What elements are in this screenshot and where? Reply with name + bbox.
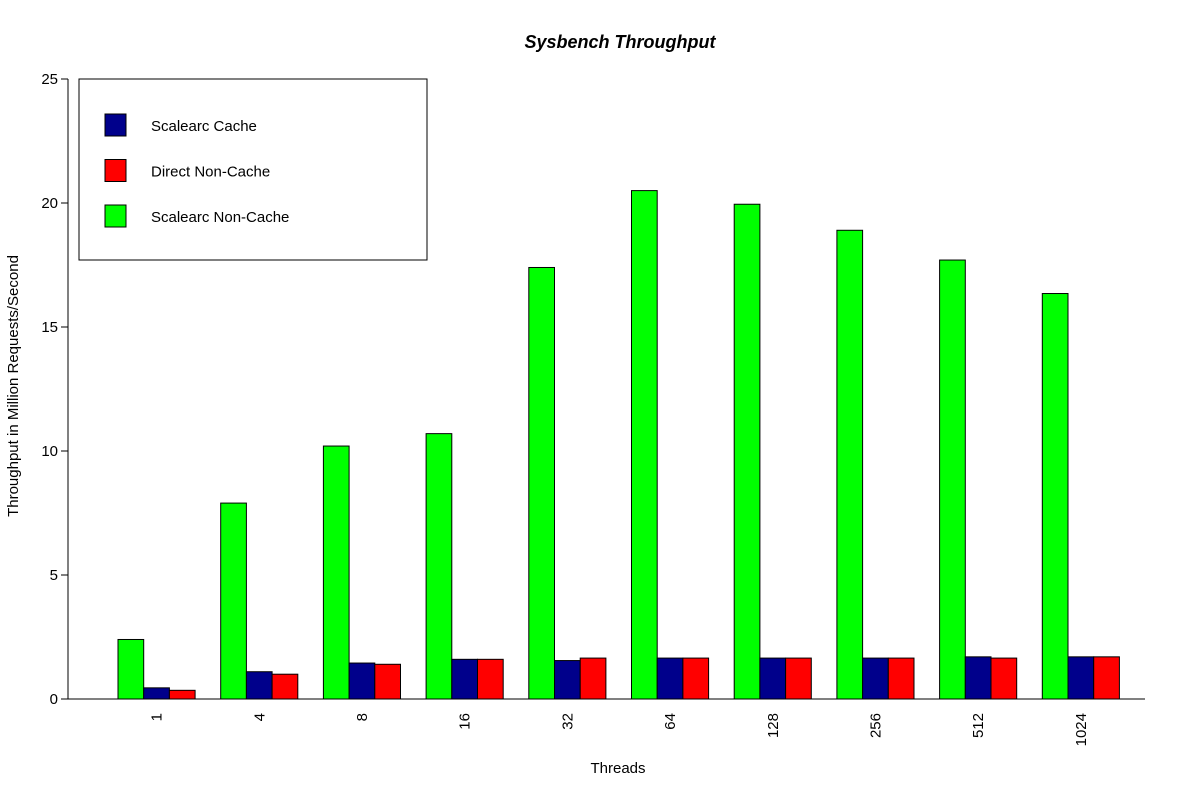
bar-scalearc-non-cache-16	[425, 433, 453, 700]
bar-direct-non-cache-128	[785, 657, 812, 700]
legend-label-scalearc-non-cache: Scalearc Non-Cache	[151, 209, 289, 226]
axes: 1 4 8 16 32 64 128 256 512 1024 0 5 10 15 20 25	[41, 71, 1145, 746]
bar-direct-non-cache-4	[271, 673, 299, 700]
y-tick-label: 10	[41, 443, 58, 460]
legend-swatch-scalearc-cache	[104, 113, 127, 137]
bar-scalearc-cache-4	[245, 671, 273, 700]
bar-direct-non-cache-512	[990, 657, 1018, 700]
bar-direct-non-cache-8	[374, 663, 401, 700]
bar-direct-non-cache-256	[887, 657, 915, 700]
bar-scalearc-non-cache-256	[836, 229, 864, 700]
x-tick-label: 4	[251, 713, 268, 721]
x-tick-label: 512	[970, 713, 987, 738]
bar-direct-non-cache-32	[579, 657, 607, 700]
x-tick-label: 1	[149, 713, 166, 721]
bar-scalearc-cache-512	[964, 656, 992, 700]
x-tick-label: 64	[662, 713, 679, 730]
bar-scalearc-cache-32	[554, 660, 581, 700]
legend-label-scalearc-cache: Scalearc Cache	[151, 118, 257, 135]
bar-scalearc-cache-128	[759, 657, 787, 700]
y-axis-label: Throughput in Million Requests/Second	[5, 255, 22, 517]
bar-scalearc-non-cache-512	[939, 259, 966, 700]
bar-scalearc-non-cache-1	[117, 638, 145, 700]
x-tick-label: 256	[867, 713, 884, 738]
y-tick-label: 15	[41, 319, 58, 336]
legend-box	[78, 78, 428, 261]
bar-direct-non-cache-1	[168, 689, 196, 700]
bar-scalearc-non-cache-8	[322, 445, 350, 700]
x-tick-label: 1024	[1073, 713, 1090, 746]
bar-direct-non-cache-1024	[1093, 656, 1120, 700]
y-tick-label: 25	[41, 71, 58, 88]
bar-scalearc-cache-64	[656, 657, 684, 700]
legend-swatch-scalearc-non-cache	[104, 204, 127, 228]
chart-title: Sysbench Throughput	[525, 32, 717, 52]
x-tick-label: 32	[559, 713, 576, 730]
y-tick-label: 5	[50, 567, 58, 584]
bar-direct-non-cache-16	[477, 658, 504, 700]
y-tick-label: 20	[41, 195, 58, 212]
legend: Scalearc Cache Direct Non-Cache Scalearc N…	[78, 78, 428, 261]
bar-scalearc-non-cache-4	[220, 502, 247, 700]
x-axis-label: Threads	[590, 760, 645, 777]
bar-scalearc-cache-1024	[1067, 656, 1095, 700]
bar-scalearc-non-cache-64	[631, 190, 658, 700]
bar-scalearc-cache-1	[143, 687, 170, 700]
x-tick-label: 16	[457, 713, 474, 730]
bar-scalearc-non-cache-1024	[1041, 293, 1069, 700]
plot-area	[117, 190, 1120, 700]
bar-direct-non-cache-64	[682, 657, 710, 700]
x-tick-label: 8	[354, 713, 371, 721]
bar-scalearc-cache-256	[862, 657, 889, 700]
legend-swatch-direct-non-cache	[104, 159, 127, 182]
x-tick-label: 128	[765, 713, 782, 738]
legend-label-direct-non-cache: Direct Non-Cache	[151, 164, 270, 181]
bar-scalearc-non-cache-128	[733, 203, 761, 700]
bar-scalearc-cache-16	[451, 658, 478, 700]
bar-scalearc-non-cache-32	[528, 266, 555, 700]
y-tick-label: 0	[50, 691, 58, 708]
bar-scalearc-cache-8	[348, 662, 376, 700]
